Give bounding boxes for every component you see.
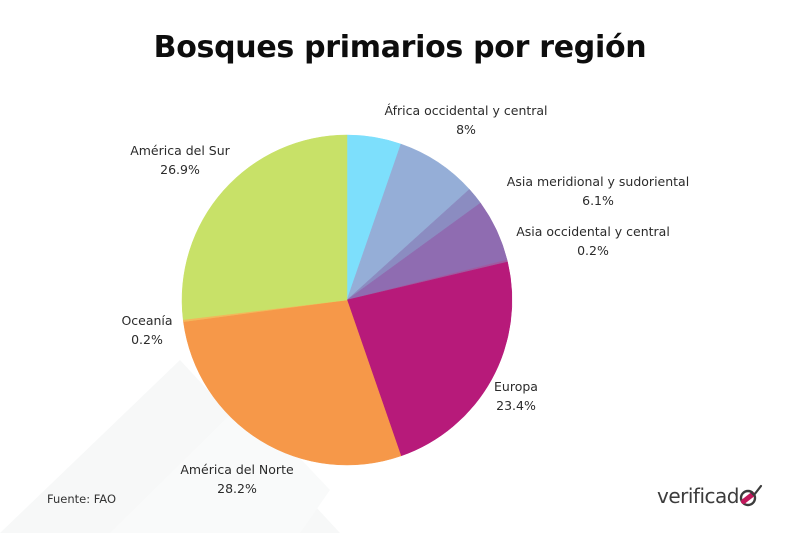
slice-label-name: Oceanía [121, 313, 173, 328]
slice-label: Europa 23.4% [494, 377, 538, 415]
slice-label-name: América del Sur [130, 143, 230, 158]
verificado-logo: verificad [657, 478, 764, 508]
slice-label: Oceanía 0.2% [121, 311, 172, 349]
slice-label-name: Europa [494, 379, 538, 394]
slice-label: América del Sur 26.9% [130, 141, 230, 179]
slice-label-value: 28.2% [217, 481, 257, 496]
logo-text: verificad [657, 484, 739, 508]
slice-label: América del Norte 28.2% [180, 460, 293, 498]
slice-label: Asia occidental y central 0.2% [516, 222, 670, 260]
slice-label-value: 23.4% [496, 398, 536, 413]
slice-label-name: África occidental y central [384, 103, 548, 118]
source-note: Fuente: FAO [47, 492, 117, 506]
slice-label: África occidental y central 8% [384, 101, 547, 139]
slice-label-name: Asia occidental y central [516, 224, 670, 239]
pie-slice [346, 261, 513, 457]
slice-label: Asia meridional y sudoriental 6.1% [507, 172, 689, 210]
slice-label-name: América del Norte [180, 462, 294, 477]
pie-slice [183, 299, 402, 466]
slice-label-value: 0.2% [577, 243, 609, 258]
chart-title: Bosques primarios por región [153, 30, 647, 65]
check-o-icon [739, 484, 763, 507]
slice-label-value: 0.2% [131, 332, 163, 347]
slice-label-value: 8% [456, 122, 476, 137]
pie-slice [181, 134, 348, 320]
slice-label-value: 6.1% [582, 193, 614, 208]
slice-label-value: 26.9% [160, 162, 200, 177]
slice-label-name: Asia meridional y sudoriental [506, 174, 690, 189]
